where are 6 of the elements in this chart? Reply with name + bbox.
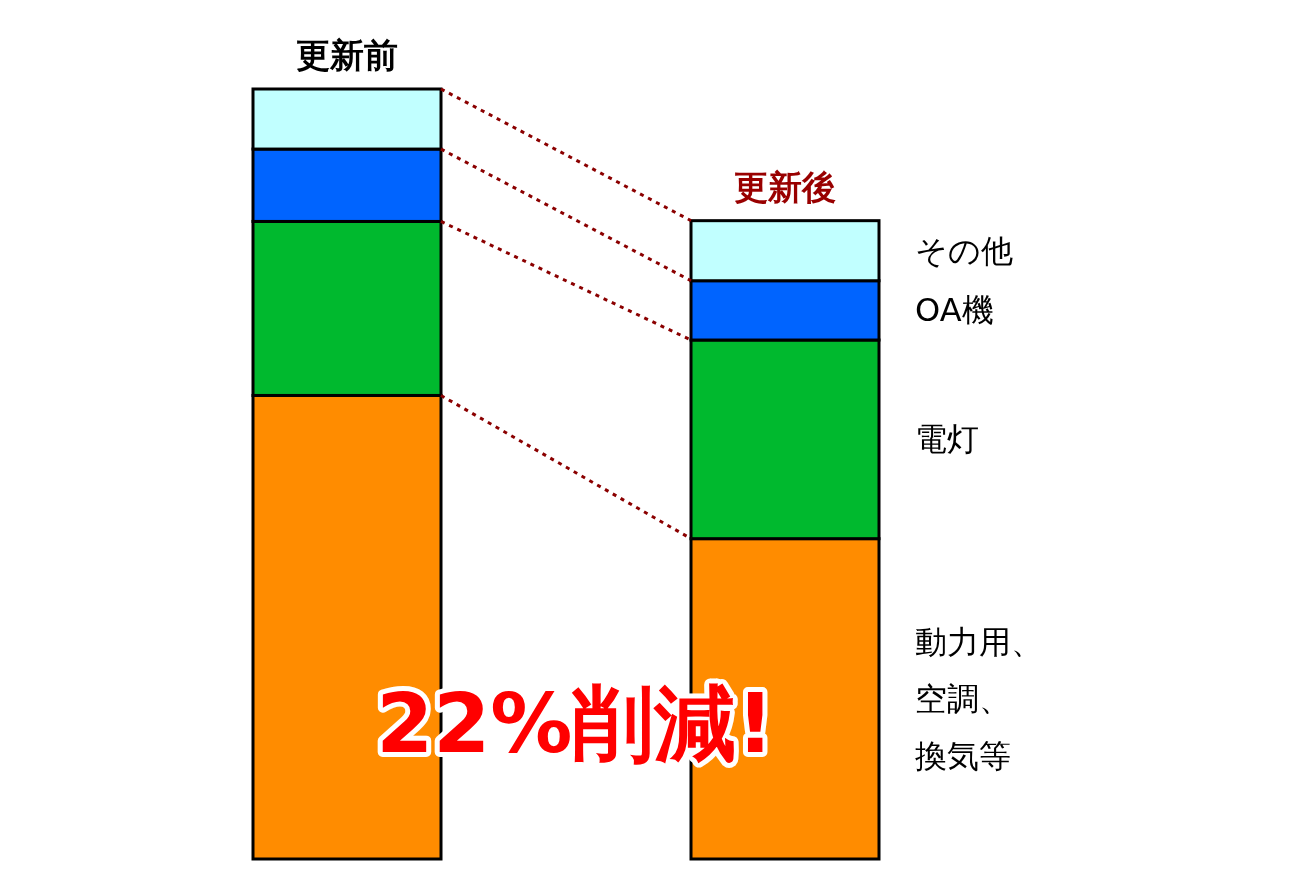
x-tick-label: 更新後 [734,166,836,207]
series-label: その他 [915,231,1013,270]
series-label: 電灯 [915,420,979,459]
x-tick-label: 更新前 [296,35,398,75]
series-label: OA機 [915,291,994,330]
series-label: 動力用、空調、換気等 [915,622,1043,775]
